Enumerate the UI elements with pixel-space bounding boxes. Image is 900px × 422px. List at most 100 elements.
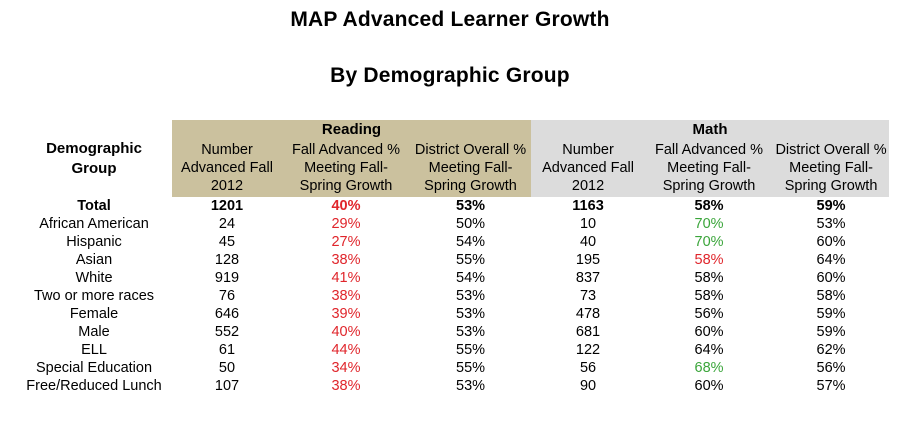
reading-fall-header-label: Fall Advanced % Meeting Fall-Spring Grow… [291, 142, 400, 194]
reading-fall-cell: 40% [331, 324, 361, 340]
reading-district-cell: 55% [456, 252, 486, 268]
math-district-cell: 64% [816, 252, 846, 268]
reading-fall-cell: 40% [331, 198, 361, 214]
math-number-cell: 73 [579, 288, 597, 304]
group-cell: Female [69, 306, 119, 322]
math-number-cell: 40 [579, 234, 597, 250]
math-district-cell: 57% [816, 378, 846, 394]
math-fall-cell: 58% [694, 288, 724, 304]
math-district-cell: 62% [816, 342, 846, 358]
math-number-cell: 1163 [572, 198, 604, 214]
group-cell: Free/Reduced Lunch [26, 378, 162, 394]
reading-district-cell: 53% [456, 378, 486, 394]
reading-district-header: District Overall % Meeting Fall-Spring G… [410, 140, 532, 197]
reading-fall-cell: 34% [331, 360, 361, 376]
demographic-header: Demographic Group [16, 120, 172, 197]
reading-number-cell: 45 [218, 234, 236, 250]
reading-fall-cell: 27% [331, 234, 361, 250]
math-fall-cell: 56% [694, 306, 724, 322]
table-row: ELL 61 44% 55% 122 64% 62% [16, 341, 889, 359]
math-district-cell: 59% [816, 306, 846, 322]
math-district-header-label: District Overall % Meeting Fall-Spring G… [775, 142, 887, 194]
reading-fall-cell: 38% [331, 288, 361, 304]
reading-number-cell: 1201 [210, 198, 244, 214]
math-district-header: District Overall % Meeting Fall-Spring G… [773, 140, 890, 197]
math-number-cell: 195 [575, 252, 601, 268]
reading-number-cell: 552 [214, 324, 240, 340]
reading-fall-cell: 41% [331, 270, 361, 286]
math-fall-cell: 58% [694, 270, 724, 286]
reading-district-cell: 53% [456, 324, 486, 340]
math-fall-cell: 58% [694, 198, 724, 214]
reading-district-cell: 53% [456, 198, 486, 214]
reading-number-cell: 61 [218, 342, 236, 358]
math-number-cell: 10 [579, 216, 597, 232]
math-district-cell: 59% [816, 198, 846, 214]
reading-number-cell: 107 [214, 378, 240, 394]
reading-number-header-label: Number Advanced Fall 2012 [181, 142, 273, 194]
table-row: Asian 128 38% 55% 195 58% 64% [16, 251, 889, 269]
reading-fall-cell: 29% [331, 216, 361, 232]
reading-district-cell: 55% [456, 342, 486, 358]
reading-header: Reading [172, 120, 532, 140]
table-row: Male 552 40% 53% 681 60% 59% [16, 323, 889, 341]
math-number-cell: 56 [579, 360, 597, 376]
table-row: Free/Reduced Lunch 107 38% 53% 90 60% 57% [16, 377, 889, 395]
math-fall-header-label: Fall Advanced % Meeting Fall-Spring Grow… [655, 142, 764, 194]
reading-number-cell: 76 [218, 288, 236, 304]
reading-district-cell: 55% [456, 360, 486, 376]
group-cell: Hispanic [66, 234, 122, 250]
math-fall-cell: 60% [694, 324, 724, 340]
group-cell: Male [78, 324, 110, 340]
math-fall-cell: 70% [694, 234, 724, 250]
math-fall-header: Fall Advanced % Meeting Fall-Spring Grow… [645, 140, 774, 197]
reading-fall-cell: 38% [331, 252, 361, 268]
reading-fall-header: Fall Advanced % Meeting Fall-Spring Grow… [282, 140, 410, 197]
reading-number-cell: 50 [218, 360, 236, 376]
reading-district-cell: 53% [456, 288, 486, 304]
math-district-cell: 60% [816, 270, 846, 286]
reading-district-header-label: District Overall % Meeting Fall-Spring G… [414, 142, 527, 194]
reading-district-cell: 54% [456, 270, 486, 286]
group-cell: Two or more races [33, 288, 155, 304]
math-number-header-label: Number Advanced Fall 2012 [542, 142, 634, 194]
math-number-cell: 837 [575, 270, 601, 286]
table-row: White 919 41% 54% 837 58% 60% [16, 269, 889, 287]
table-row: Special Education 50 34% 55% 56 68% 56% [16, 359, 889, 377]
reading-number-cell: 128 [214, 252, 240, 268]
table-row: Female 646 39% 53% 478 56% 59% [16, 305, 889, 323]
page-title: MAP Advanced Learner Growth [290, 8, 610, 31]
reading-fall-cell: 39% [331, 306, 361, 322]
group-cell: Special Education [35, 360, 153, 376]
math-district-cell: 53% [816, 216, 846, 232]
table-row: Two or more races 76 38% 53% 73 58% 58% [16, 287, 889, 305]
reading-fall-cell: 44% [331, 342, 361, 358]
math-fall-cell: 64% [694, 342, 724, 358]
math-fall-cell: 58% [694, 252, 724, 268]
group-cell: Asian [75, 252, 113, 268]
growth-table: Demographic Group Reading Math Number Ad… [16, 120, 890, 395]
group-cell: Total [77, 198, 111, 214]
math-number-header: Number Advanced Fall 2012 [531, 140, 646, 197]
math-district-cell: 59% [816, 324, 846, 340]
group-cell: White [75, 270, 113, 286]
reading-district-cell: 53% [456, 306, 486, 322]
group-cell: African American [39, 216, 149, 232]
group-cell: ELL [81, 342, 107, 358]
reading-number-header: Number Advanced Fall 2012 [172, 140, 282, 197]
math-fall-cell: 60% [694, 378, 724, 394]
math-number-cell: 122 [575, 342, 601, 358]
math-number-cell: 90 [579, 378, 597, 394]
table-row: Hispanic 45 27% 54% 40 70% 60% [16, 233, 889, 251]
math-number-cell: 681 [575, 324, 601, 340]
reading-number-cell: 646 [214, 306, 240, 322]
table-row: Total 1201 40% 53% 1163 58% 59% [16, 197, 889, 215]
reading-district-cell: 54% [456, 234, 486, 250]
math-number-cell: 478 [575, 306, 601, 322]
math-district-cell: 58% [816, 288, 846, 304]
math-district-cell: 56% [816, 360, 846, 376]
table-body: Total 1201 40% 53% 1163 58% 59% African America… [16, 197, 889, 395]
math-header: Math [531, 120, 890, 140]
math-district-cell: 60% [816, 234, 846, 250]
math-fall-cell: 70% [694, 216, 724, 232]
